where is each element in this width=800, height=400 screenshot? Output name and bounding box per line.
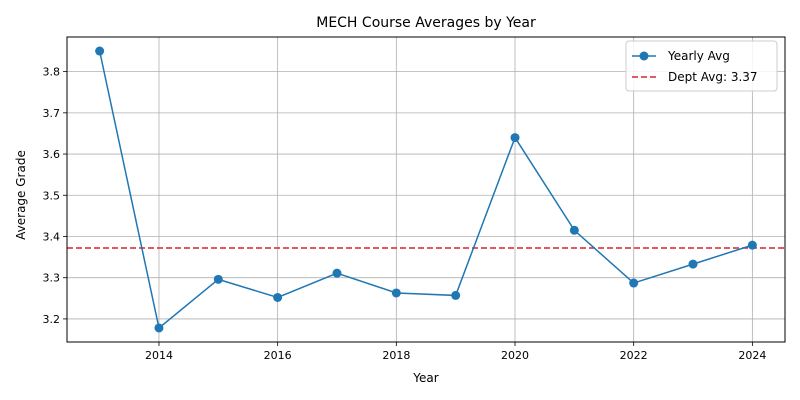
data-point bbox=[510, 133, 520, 143]
y-tick-label: 3.5 bbox=[43, 189, 61, 202]
y-axis-label: Average Grade bbox=[14, 150, 28, 240]
y-tick-label: 3.6 bbox=[43, 148, 61, 161]
x-tick-label: 2014 bbox=[145, 349, 173, 362]
data-point bbox=[332, 268, 342, 278]
y-tick-label: 3.2 bbox=[43, 313, 61, 326]
legend-reference-label: Dept Avg: 3.37 bbox=[668, 70, 758, 84]
data-point bbox=[451, 290, 461, 300]
legend-series-marker bbox=[639, 51, 649, 61]
x-tick-label: 2018 bbox=[382, 349, 410, 362]
ticks: 2014 2016 2018 2020 2022 2024 3.2 3.3 3.4 3.5 3.6 3… bbox=[43, 66, 767, 362]
axes-frame bbox=[66, 36, 786, 343]
y-tick-label: 3.4 bbox=[43, 230, 61, 243]
data-point bbox=[629, 278, 639, 288]
y-tick-label: 3.3 bbox=[43, 272, 61, 285]
legend-series-label: Yearly Avg bbox=[667, 49, 730, 63]
data-point bbox=[747, 240, 757, 250]
legend: Yearly Avg Dept Avg: 3.37 bbox=[625, 40, 778, 92]
chart-title: MECH Course Averages by Year bbox=[316, 15, 536, 31]
data-point bbox=[688, 259, 698, 269]
y-tick-label: 3.7 bbox=[43, 107, 61, 120]
data-point bbox=[273, 292, 283, 302]
x-tick-label: 2020 bbox=[501, 349, 529, 362]
series-group bbox=[95, 46, 757, 333]
series-line bbox=[98, 50, 753, 330]
data-point bbox=[213, 274, 223, 284]
y-tick-label: 3.8 bbox=[43, 66, 61, 79]
legend-box bbox=[625, 40, 778, 92]
data-point bbox=[569, 225, 579, 235]
data-point bbox=[95, 46, 105, 56]
x-axis-label: Year bbox=[412, 371, 438, 385]
x-tick-label: 2024 bbox=[738, 349, 766, 362]
data-point bbox=[391, 288, 401, 298]
x-tick-label: 2022 bbox=[620, 349, 648, 362]
x-tick-label: 2016 bbox=[264, 349, 292, 362]
data-point bbox=[154, 323, 164, 333]
